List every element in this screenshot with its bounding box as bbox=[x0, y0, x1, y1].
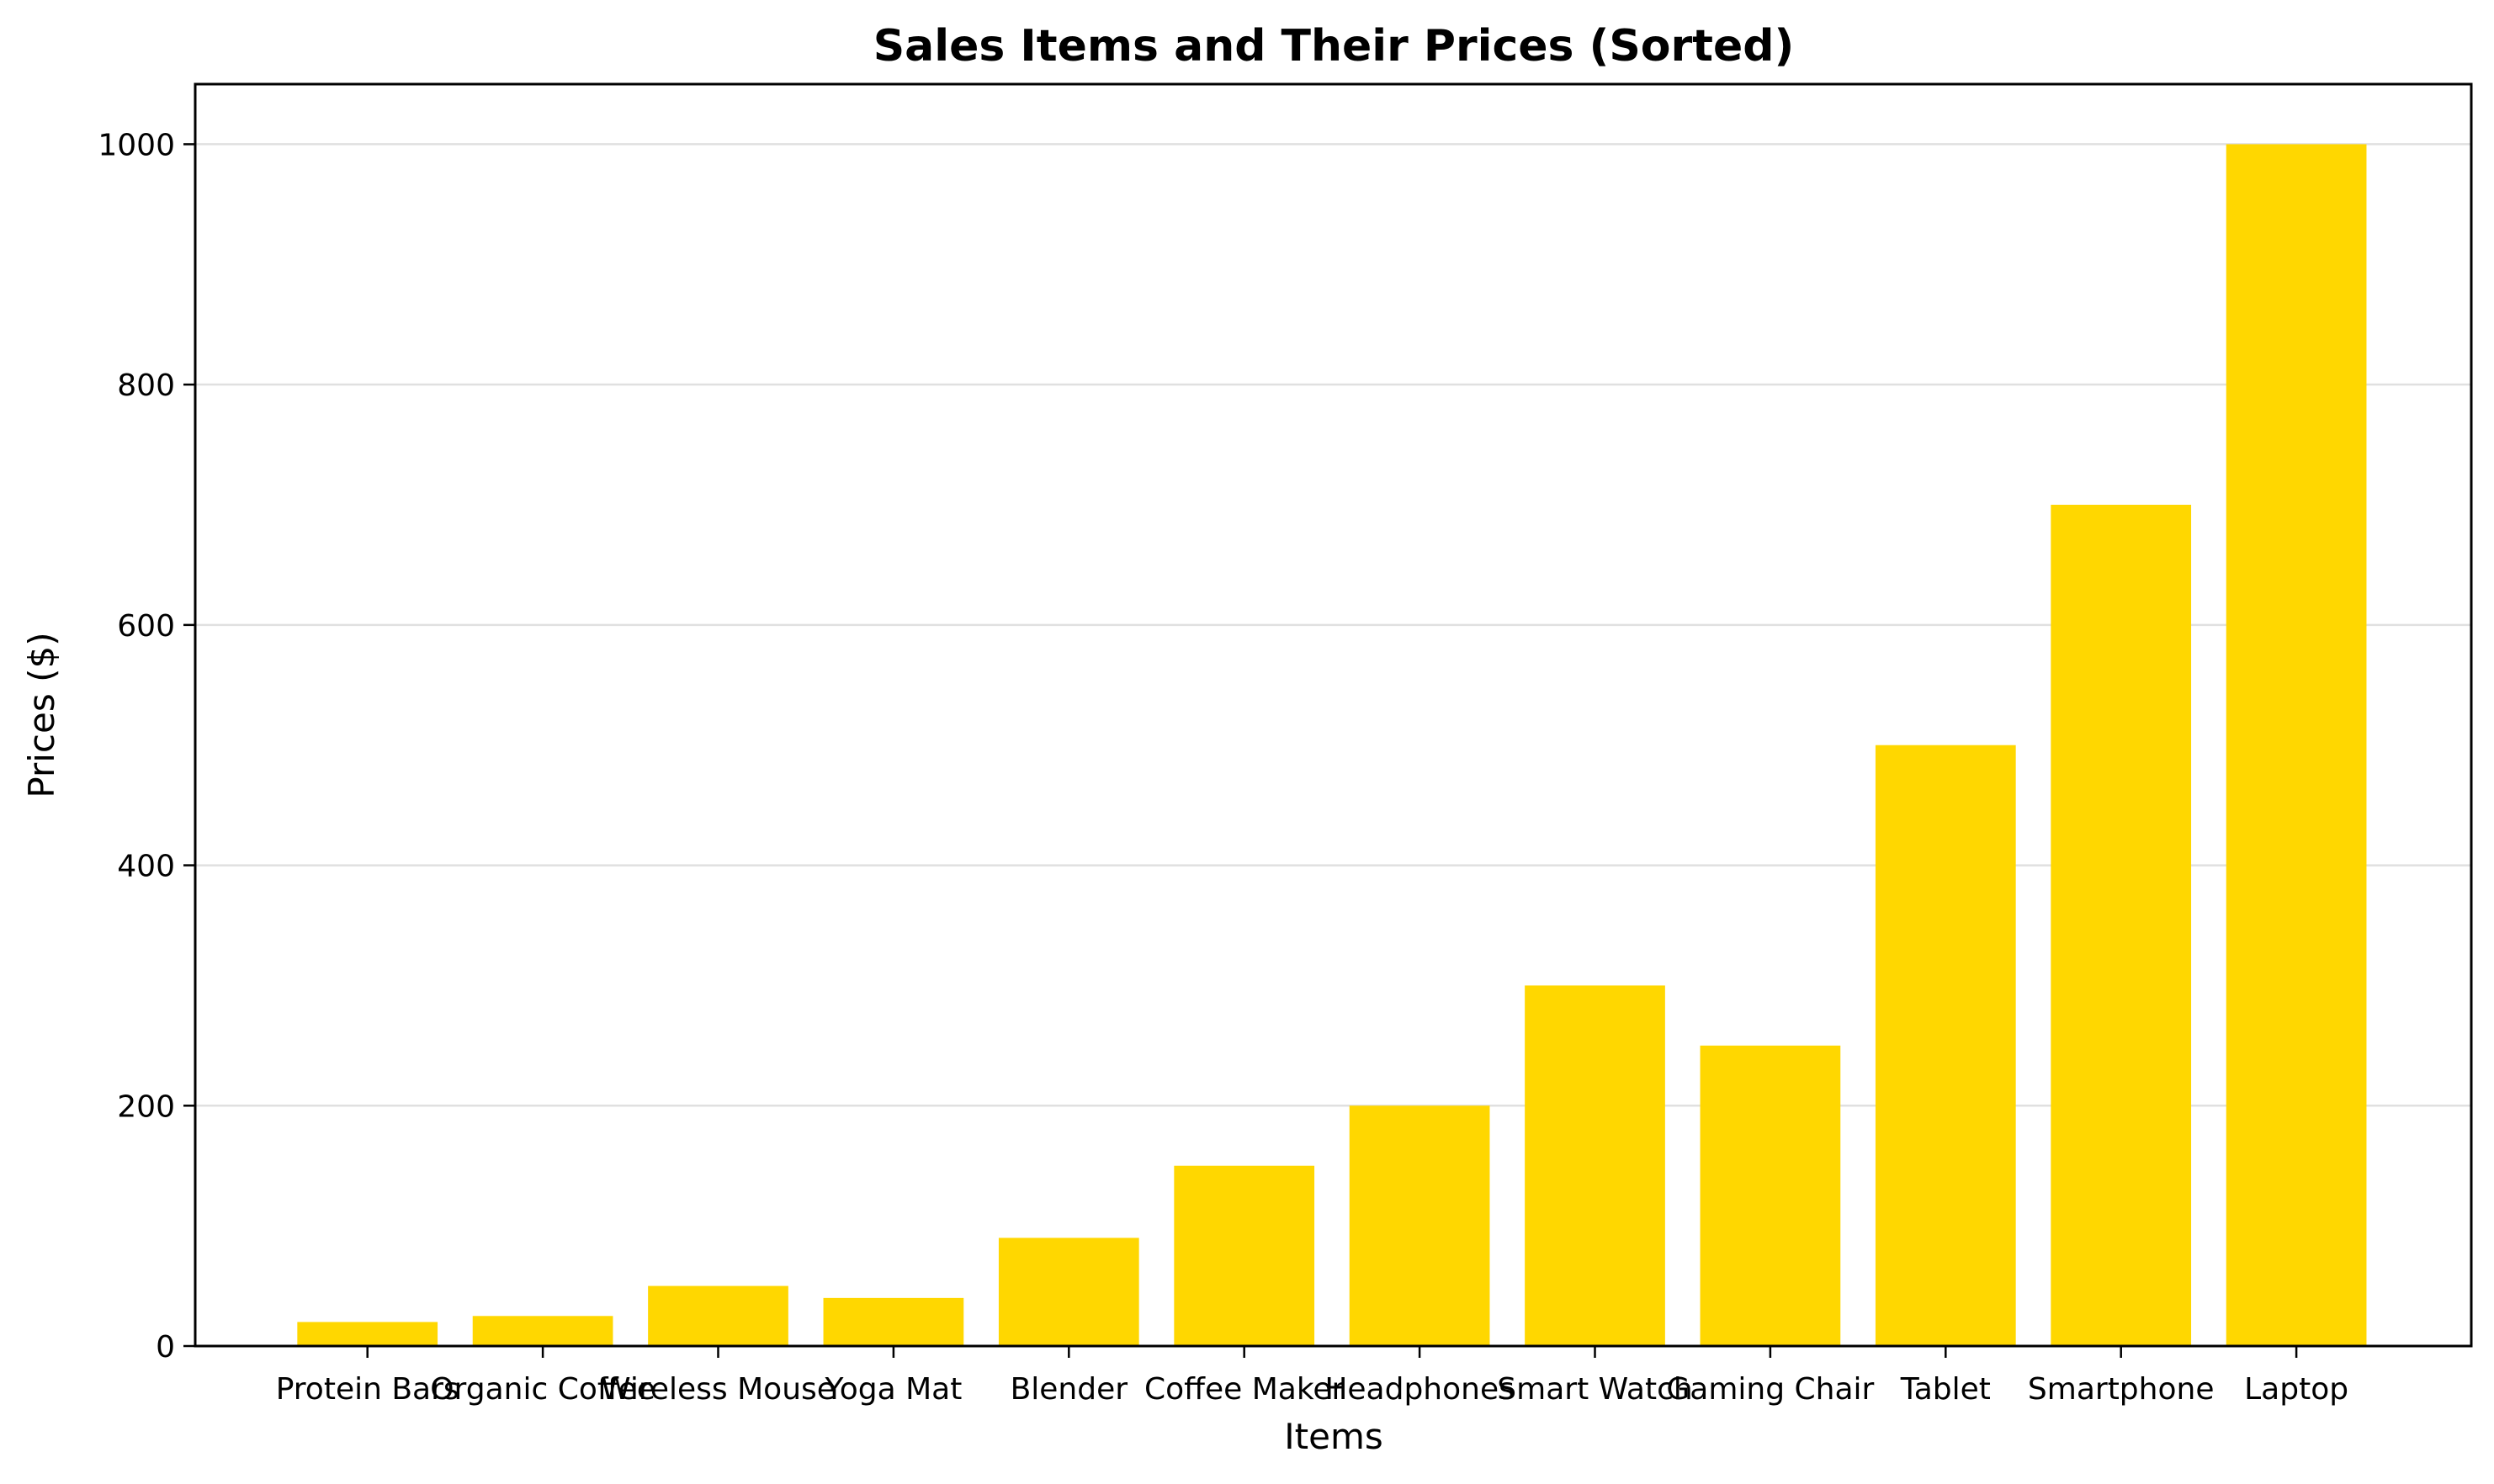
bar bbox=[1525, 985, 1665, 1346]
bar bbox=[472, 1316, 613, 1346]
bar bbox=[1174, 1165, 1315, 1346]
bars bbox=[297, 144, 2367, 1346]
x-tick-label: Tablet bbox=[1900, 1372, 1991, 1407]
y-axis: 0 200 400 600 800 1000 bbox=[98, 128, 195, 1365]
x-tick-label: Organic Coffee bbox=[430, 1372, 655, 1407]
x-tick-label: Smart Watch bbox=[1497, 1372, 1692, 1407]
x-tick-label: Yoga Mat bbox=[824, 1372, 962, 1407]
y-axis-label: Prices ($) bbox=[21, 632, 62, 798]
x-axis-label: Items bbox=[1284, 1416, 1383, 1457]
x-tick-label: Wireless Mouse bbox=[601, 1372, 836, 1407]
bar bbox=[1700, 1045, 1841, 1346]
bar bbox=[1349, 1105, 1490, 1346]
y-tick-label: 600 bbox=[117, 609, 175, 644]
y-tick-label: 1000 bbox=[98, 128, 175, 162]
bar bbox=[2051, 505, 2192, 1346]
x-tick-label: Coffee Maker bbox=[1144, 1372, 1345, 1407]
x-tick-label: Protein Bars bbox=[276, 1372, 459, 1407]
x-tick-label: Smartphone bbox=[2028, 1372, 2215, 1407]
x-tick-label: Laptop bbox=[2244, 1372, 2348, 1407]
y-tick-label: 400 bbox=[117, 850, 175, 884]
x-tick-label: Blender bbox=[1011, 1372, 1128, 1407]
chart-title: Sales Items and Their Prices (Sorted) bbox=[873, 21, 1795, 72]
y-tick-label: 200 bbox=[117, 1089, 175, 1124]
y-tick-label: 800 bbox=[117, 368, 175, 403]
bar bbox=[297, 1322, 438, 1346]
bar bbox=[998, 1238, 1139, 1346]
bar bbox=[648, 1285, 788, 1346]
bar bbox=[2226, 144, 2367, 1346]
bar bbox=[1875, 745, 2016, 1346]
y-tick-label: 0 bbox=[156, 1330, 175, 1365]
plot-frame bbox=[194, 82, 2473, 1348]
bar bbox=[823, 1297, 964, 1346]
x-tick-label: Headphones bbox=[1324, 1372, 1515, 1407]
x-tick-label: Gaming Chair bbox=[1666, 1372, 1874, 1407]
